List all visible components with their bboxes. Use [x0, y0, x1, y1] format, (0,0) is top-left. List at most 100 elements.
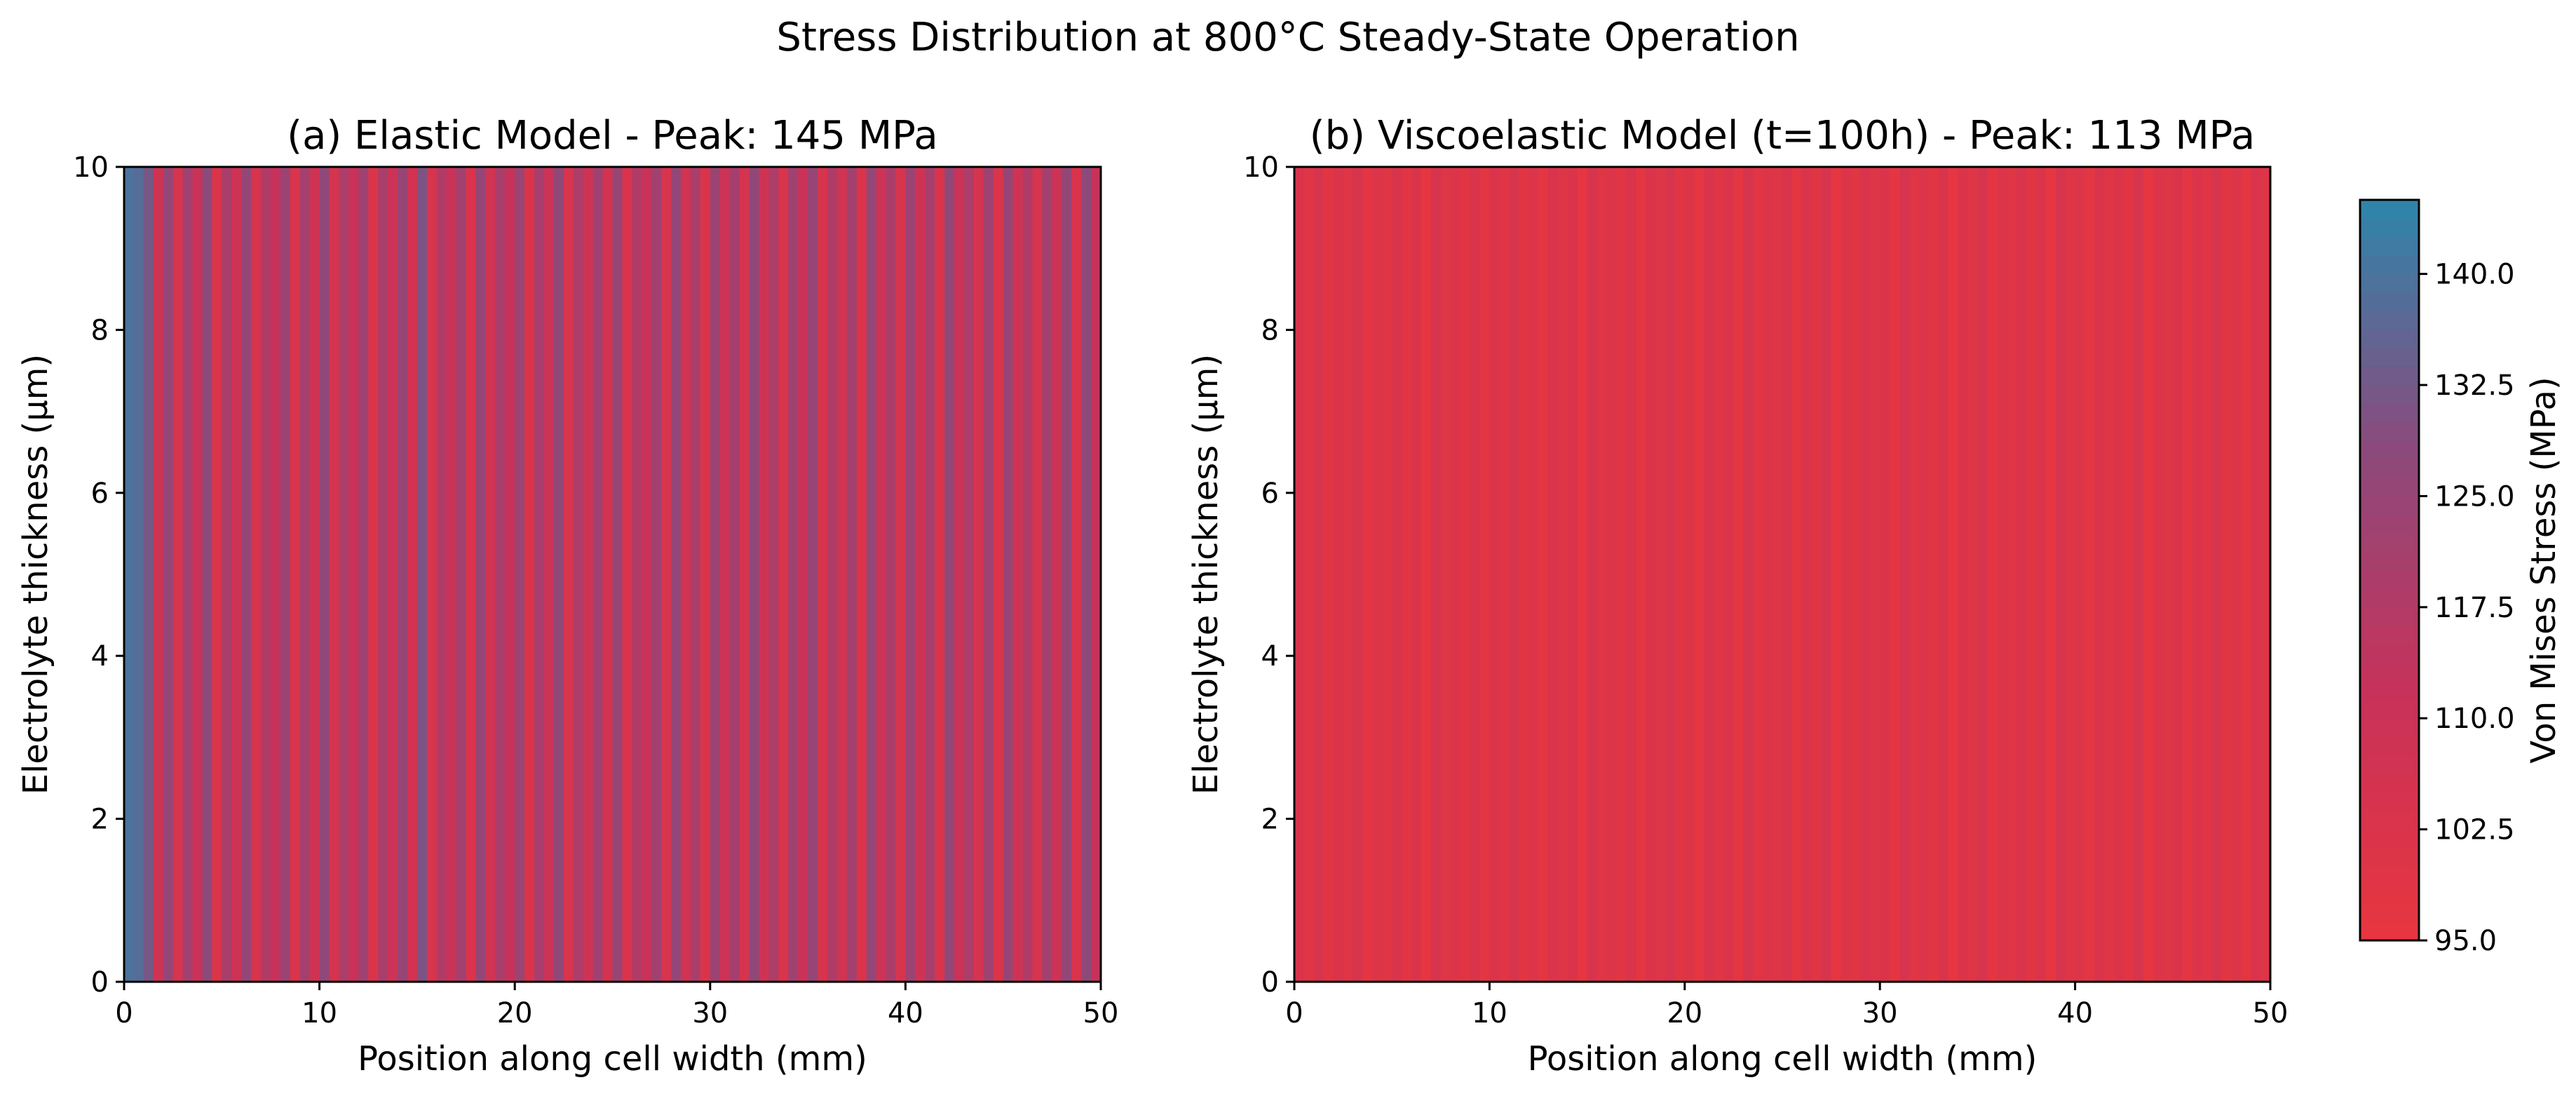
heatmap-cell-a: [622, 167, 632, 982]
heatmap-cell-a: [915, 167, 926, 982]
heatmap-cell-a: [398, 167, 408, 982]
heatmap-cell-b: [2241, 167, 2251, 982]
heatmap-cell-a: [358, 167, 369, 982]
heatmap-cell-a: [846, 167, 857, 982]
heatmap-cell-a: [1091, 167, 1101, 982]
heatmap-cell-a: [1012, 167, 1024, 982]
heatmap-cell-b: [1665, 167, 1676, 982]
heatmap-cell-b: [1918, 167, 1930, 982]
heatmap-cell-a: [456, 167, 467, 982]
colorbar-segment: [2360, 329, 2419, 349]
heatmap-cell-a: [719, 167, 731, 982]
heatmap-cell-b: [1909, 167, 1920, 982]
heatmap-cell-a: [1071, 167, 1082, 982]
heatmap-cell-b: [2035, 167, 2047, 982]
heatmap-cell-b: [1616, 167, 1627, 982]
colorbar-segment: [2360, 348, 2419, 367]
heatmap-cell-b: [1430, 167, 1442, 982]
colorbar-segment: [2360, 459, 2419, 478]
heatmap-cell-a: [700, 167, 711, 982]
heatmap-cell-b: [1460, 167, 1471, 982]
heatmap-cell-a: [241, 167, 252, 982]
heatmap-cell-b: [1733, 167, 1744, 982]
heatmap-cell-a: [710, 167, 721, 982]
x-tick-label: 0: [115, 997, 133, 1029]
heatmap-cell-a: [231, 167, 242, 982]
heatmap-cell-a: [963, 167, 975, 982]
colorbar-tick-label: 140.0: [2434, 259, 2515, 291]
colorbar-segment: [2360, 478, 2419, 497]
heatmap-cell-a: [1003, 167, 1014, 982]
x-tick-label: 30: [1862, 997, 1898, 1029]
y-tick-label: 10: [73, 151, 109, 184]
x-tick-label: 0: [1285, 997, 1303, 1029]
heatmap-cell-b: [2124, 167, 2134, 982]
heatmap-cell-b: [1772, 167, 1783, 982]
heatmap-cell-a: [378, 167, 388, 982]
panel-title: (b) Viscoelastic Model (t=100h) - Peak: …: [1310, 113, 2255, 158]
heatmap-cell-a: [729, 167, 740, 982]
y-tick-label: 8: [1261, 314, 1279, 346]
heatmap-cell-a: [954, 167, 965, 982]
y-tick-label: 0: [1261, 966, 1279, 999]
heatmap-cell-b: [1479, 167, 1490, 982]
colorbar-segment: [2360, 366, 2419, 386]
heatmap-cell-b: [2143, 167, 2154, 982]
heatmap-cell-b: [1519, 167, 1529, 982]
heatmap-cell-b: [1753, 167, 1763, 982]
colorbar-segment: [2360, 718, 2419, 738]
x-tick-label: 30: [692, 997, 728, 1029]
heatmap-cell-b: [1557, 167, 1568, 982]
heatmap-cell-a: [866, 167, 877, 982]
heatmap-cell-b: [1763, 167, 1773, 982]
colorbar-segment: [2360, 644, 2419, 663]
heatmap-cell-a: [818, 167, 828, 982]
heatmap-cell-b: [2221, 167, 2232, 982]
colorbar-segment: [2360, 811, 2419, 830]
colorbar-label: Von Mises Stress (MPa): [2524, 377, 2563, 764]
heatmap-cell-a: [192, 167, 203, 982]
heatmap-cell-a: [495, 167, 506, 982]
heatmap-cell-a: [798, 167, 808, 982]
colorbar-segment: [2360, 829, 2419, 849]
colorbar-tick-label: 110.0: [2434, 703, 2515, 735]
heatmap-cell-b: [1509, 167, 1519, 982]
heatmap-cell-a: [202, 167, 212, 982]
colorbar-segment: [2360, 736, 2419, 756]
heatmap-cell-b: [1294, 167, 1305, 982]
colorbar-segment: [2360, 681, 2419, 701]
heatmap-cell-a: [583, 167, 594, 982]
heatmap-cell-a: [416, 167, 428, 982]
heatmap-cell-a: [749, 167, 760, 982]
heatmap-cell-b: [1646, 167, 1656, 982]
heatmap-cell-b: [1313, 167, 1324, 982]
heatmap-cell-b: [2084, 167, 2096, 982]
y-axis-label: Electrolyte thickness (μm): [16, 354, 55, 795]
heatmap-cell-b: [1684, 167, 1695, 982]
colorbar-segment: [2360, 551, 2419, 571]
heatmap-cell-a: [172, 167, 184, 982]
y-tick-label: 10: [1243, 151, 1279, 184]
x-tick-label: 50: [2253, 997, 2289, 1029]
heatmap-cell-b: [1997, 167, 2007, 982]
colorbar-segment: [2360, 385, 2419, 404]
heatmap-cell-a: [573, 167, 584, 982]
colorbar-segment: [2360, 792, 2419, 811]
heatmap-cell-a: [632, 167, 642, 982]
heatmap-cell-b: [1841, 167, 1852, 982]
heatmap-cell-b: [1421, 167, 1432, 982]
heatmap-cell-a: [348, 167, 359, 982]
heatmap-cell-b: [1743, 167, 1754, 982]
heatmap-cell-a: [690, 167, 701, 982]
heatmap-cell-b: [1489, 167, 1500, 982]
heatmap-cell-b: [1791, 167, 1803, 982]
heatmap-cell-b: [1674, 167, 1686, 982]
heatmap-cell-a: [856, 167, 867, 982]
heatmap-cell-a: [534, 167, 545, 982]
heatmap-cell-b: [1948, 167, 1959, 982]
x-tick-label: 50: [1083, 997, 1119, 1029]
colorbar-segment: [2360, 774, 2419, 793]
heatmap-cell-a: [309, 167, 320, 982]
colorbar-segment: [2360, 588, 2419, 608]
heatmap-cell-b: [2162, 167, 2174, 982]
